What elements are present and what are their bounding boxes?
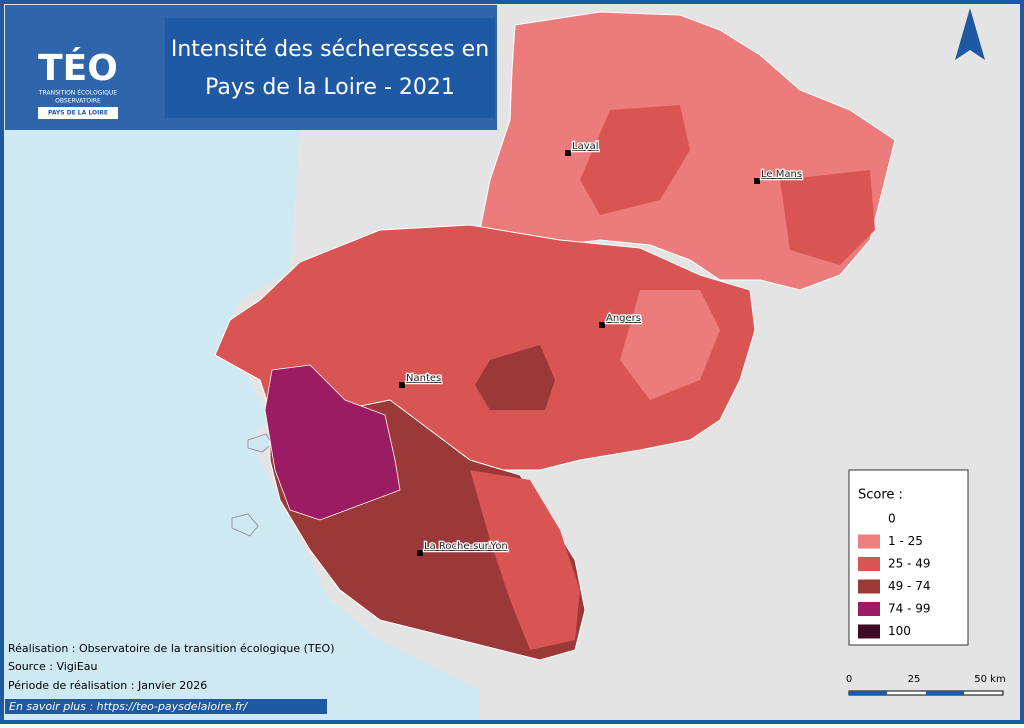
zone-mauges — [475, 345, 555, 410]
city-label: Angers — [606, 313, 641, 324]
footer-bar — [5, 699, 327, 714]
city-label: Le Mans — [761, 169, 802, 180]
legend-swatch — [858, 534, 880, 549]
credit: Réalisation : Observatoire de la transit… — [8, 642, 335, 655]
scale-bar-segment — [849, 691, 887, 695]
legend-swatch — [858, 557, 880, 571]
credit: Source : VigiEau — [8, 660, 98, 673]
city-label: Nantes — [406, 373, 441, 384]
city-label: Laval — [572, 141, 599, 152]
islands — [231, 433, 273, 537]
city-marker — [599, 322, 605, 328]
legend-label: 49 - 74 — [888, 579, 931, 593]
zone-vendee-coast — [264, 364, 401, 521]
legend-label: 100 — [888, 624, 911, 638]
legend-swatch — [858, 512, 880, 526]
legend-swatch — [858, 602, 880, 616]
logo-subtitle: OBSERVATOIRE — [55, 98, 101, 105]
legend-label: 74 - 99 — [888, 602, 931, 616]
credit: Période de réalisation : Janvier 2026 — [8, 679, 207, 692]
title-line: Intensité des sécheresses en — [171, 37, 489, 62]
logo-name: TÉO — [38, 47, 118, 89]
scale-bar-segment — [926, 691, 964, 695]
legend-swatch — [858, 624, 880, 639]
city-marker — [565, 150, 571, 156]
legend-label: 0 — [888, 512, 896, 526]
logo-region-box — [38, 107, 118, 119]
city-label: La Roche-sur-Yon — [424, 541, 508, 552]
zone-vendee-east — [470, 470, 580, 650]
legend-title: Score : — [858, 488, 903, 503]
sea — [0, 130, 480, 724]
legend-label: 25 - 49 — [888, 557, 931, 571]
legend-label: 1 - 25 — [888, 534, 923, 548]
legend-swatch — [858, 579, 880, 594]
scale-label: 50 km — [974, 674, 1005, 685]
title-line: Pays de la Loire - 2021 — [205, 75, 455, 100]
city-marker — [399, 382, 405, 388]
scale-label: 25 — [908, 674, 921, 685]
zone-angers-east — [620, 290, 720, 400]
city-marker — [417, 550, 423, 556]
scale-label: 0 — [846, 674, 852, 685]
footer-link[interactable]: En savoir plus : https://teo-paysdelaloi… — [9, 700, 248, 713]
logo-region: PAYS DE LA LOIRE — [48, 110, 108, 117]
city-marker — [754, 178, 760, 184]
zone-mayenne-east — [580, 105, 690, 215]
zone-sarthe-east — [780, 170, 875, 265]
north-arrow — [955, 8, 985, 60]
logo-subtitle: TRANSITION ÉCOLOGIQUE — [38, 89, 117, 97]
title-box — [165, 18, 495, 118]
